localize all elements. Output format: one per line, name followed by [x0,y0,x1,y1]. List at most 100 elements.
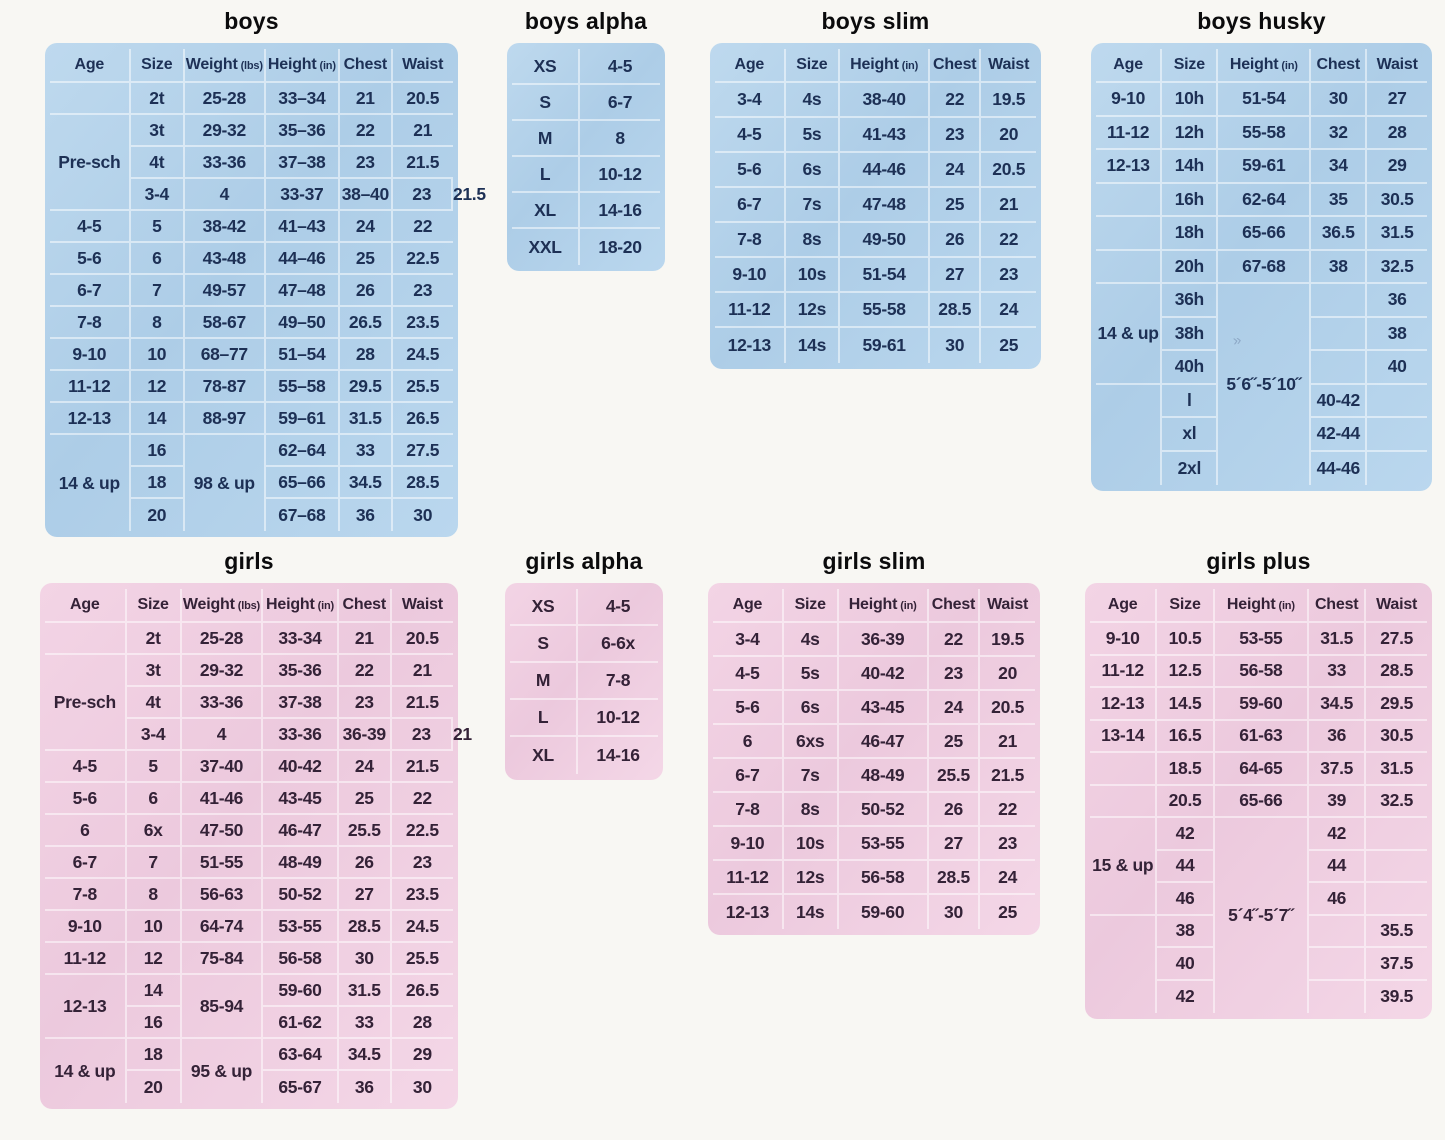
table-cell: 38–40 [340,179,393,211]
table-cell: 32 [1311,116,1368,150]
table-cell [1311,351,1368,385]
table-cell: 36 [1309,720,1367,753]
table-cell: 56-63 [181,879,264,911]
table-row: 44 44 [1090,850,1427,883]
table-cell: 4-5 [713,657,784,691]
table-cell: 30 [338,943,392,975]
girls-slim-table: Age Size Height (in) Chest Waist 3-4 4s 36-39 22 1… [708,583,1040,935]
table-cell: 46-47 [263,815,339,847]
table-cell: 28 [340,339,393,371]
column-unit: (in) [319,60,336,72]
table-cell: 5s [783,657,839,691]
column-header: Size [1162,49,1219,83]
table-row: 9-10 10s 51-54 27 23 [715,258,1036,293]
table-row: 40 37.5 [1090,948,1427,981]
column-header: Chest [340,49,393,83]
table-cell: 38 [1367,318,1427,351]
girls-alpha-title: girls alpha [525,548,643,574]
table-row: 20 67–68 36 30 [50,499,453,531]
table-cell: 5 [126,751,182,783]
table-cell [1366,883,1427,916]
table-cell: 23 [340,147,393,179]
table-row: l 40-42 [1096,384,1427,485]
table-cell: 12s [785,293,841,328]
table-cell: 24 [928,691,981,725]
table-cell: 23 [980,827,1035,861]
table-cell: 33-34 [263,623,339,655]
table-cell: 56-58 [1214,655,1310,688]
column-header: Weight (lbs) [181,589,264,623]
table-row: 11-12 12s 56-58 28.5 24 [713,861,1035,895]
table-cell: 33 [1309,655,1367,688]
column-header: Waist [981,49,1036,83]
table-cell: 21 [338,623,392,655]
table-cell: 14 [130,403,185,435]
table-cell: 18.5 [1157,753,1215,786]
table-cell: 22 [392,211,453,243]
table-cell: 8s [783,793,839,827]
table-cell: 25 [998,901,1018,922]
table-cell: 18-20 [598,236,642,257]
column-header: Height (in) [263,589,339,623]
table-cell: 22 [981,223,1036,258]
table-cell: 28.5 [928,861,981,895]
table-row: 46 46 [1090,883,1427,916]
table-cell: 26.5 [392,403,453,435]
table-cell: 25 [930,188,982,223]
table-row: M 7-8 [510,663,658,700]
table-cell: 12h [1162,116,1219,150]
table-cell: 36 [339,1071,392,1103]
table-cell: 37.5 [1366,948,1427,981]
column-unit: (lbs) [240,60,263,72]
table-cell: 26 [930,223,982,258]
boys-alpha-section: boys alpha XS 4-5 S 6-7 M 8 L 10-12 XL 14-16 XXL 18… [507,8,665,271]
table-cell: 12-13 [713,895,784,929]
table-cell: 24.5 [391,911,453,943]
table-row: 4t 33-36 37–38 23 21.5 [50,147,453,179]
table-cell [1367,385,1427,418]
table-cell: 20.5 [980,691,1035,725]
table-cell: 22.5 [392,243,453,275]
table-row: 11-12 12 78-87 55–58 29.5 25.5 [50,371,453,403]
table-row: 12-13 14s 59-61 30 25 [715,328,1036,363]
table-cell: 37-40 [181,751,264,783]
boys-husky-title: boys husky [1197,8,1326,34]
table-cell: 41–43 [265,211,341,243]
table-row: 4t 33-36 37-38 23 21.5 [45,687,453,719]
table-cell: 65–66 [265,467,341,499]
table-cell: L [510,700,579,737]
table-cell [45,623,127,655]
column-header: Waist [392,49,453,83]
table-cell: 27.5 [1366,623,1427,656]
table-cell: 29-32 [181,655,264,687]
table-row: 3-4 4 33-36 36-39 23 21 [45,719,472,751]
table-cell: 42-44 [1311,418,1368,452]
table-cell: 25.5 [391,943,453,975]
table-row: 5-6 6 43-48 44–46 25 22.5 [50,243,453,275]
table-cell: XS [510,589,579,626]
table-cell: 43-45 [263,783,339,815]
table-cell: 10s [785,258,841,293]
table-cell: 85-94 [181,975,264,1039]
table-row: 14 & up 18 95 & up 63-64 34.5 29 [45,1039,453,1103]
table-cell: XL [510,737,579,774]
table-cell: 6-7 [713,759,784,793]
column-unit: (lbs) [237,600,260,612]
column-header: Size [785,49,841,83]
table-cell: 7-8 [50,307,131,339]
table-cell: 10s [783,827,839,861]
table-cell: 6s [785,153,841,188]
table-cell [1311,284,1368,318]
table-cell: 25.5 [338,815,392,847]
table-cell: 51-54 [1218,83,1312,117]
table-cell: 55-58 [840,293,931,328]
table-row: 12-13 14.5 59-60 34.5 29.5 [1090,688,1427,721]
table-cell: 14 & up [50,435,131,531]
table-cell: 34.5 [338,1039,392,1071]
table-cell: 59-61 [840,328,931,363]
table-cell: 10.5 [1157,623,1215,656]
table-cell: 31.5 [340,403,393,435]
table-cell: 33-36 [263,719,339,751]
table-row: 14 & up 36h 5´6˝-5´10˝» 36 [1096,284,1427,485]
